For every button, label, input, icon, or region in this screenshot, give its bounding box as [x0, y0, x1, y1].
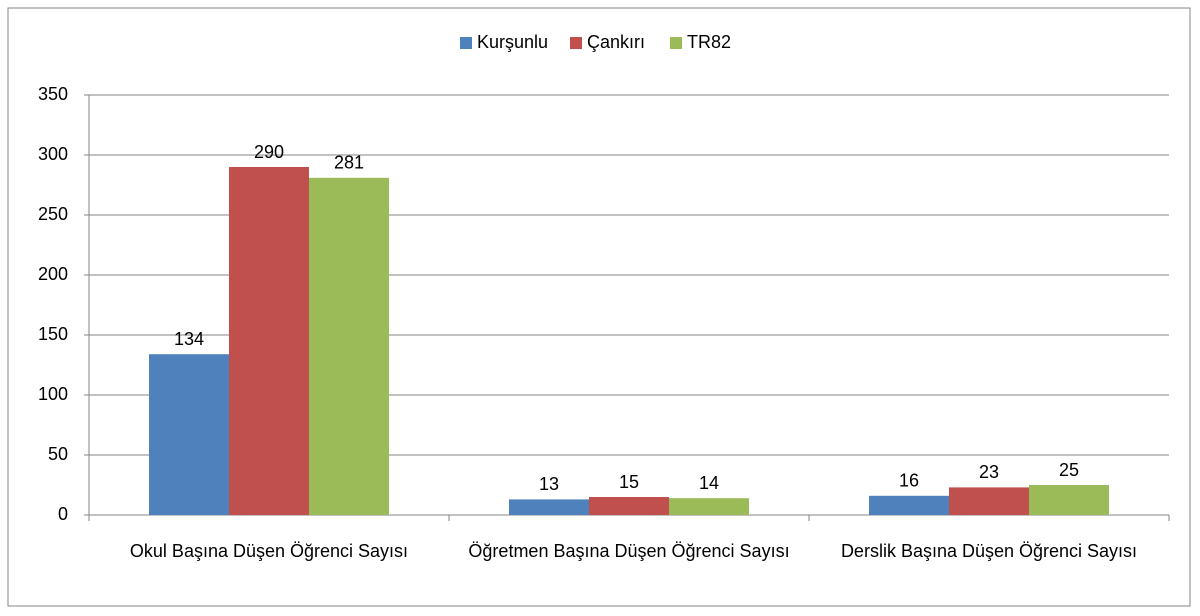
- legend-label: Çankırı: [587, 32, 645, 52]
- y-tick-label: 350: [38, 84, 68, 104]
- data-label: 23: [979, 462, 999, 482]
- legend-swatch: [570, 37, 582, 49]
- x-tick-label: Öğretmen Başına Düşen Öğrenci Sayısı: [468, 541, 790, 561]
- bar: [309, 177, 389, 516]
- bar: [669, 498, 749, 515]
- bar: [149, 354, 229, 515]
- x-tick-label: Okul Başına Düşen Öğrenci Sayısı: [129, 541, 409, 561]
- bar: [229, 167, 309, 515]
- x-tick-label: Derslik Başına Düşen Öğrenci Sayısı: [840, 541, 1138, 561]
- data-label: 281: [334, 153, 364, 173]
- bar: [589, 497, 669, 515]
- data-label: 13: [539, 474, 559, 494]
- bar: [1029, 485, 1109, 515]
- legend-label: TR82: [687, 32, 731, 52]
- data-label: 15: [619, 472, 639, 492]
- data-label: 25: [1059, 460, 1079, 480]
- data-label: 290: [254, 142, 284, 162]
- y-tick-label: 300: [38, 144, 68, 164]
- y-tick-label: 0: [58, 504, 68, 524]
- legend-swatch: [460, 37, 472, 49]
- bar: [869, 495, 949, 515]
- y-tick-label: 250: [38, 204, 68, 224]
- data-label: 14: [699, 473, 719, 493]
- y-tick-label: 50: [48, 444, 68, 464]
- y-tick-label: 100: [38, 384, 68, 404]
- data-label: 134: [174, 329, 204, 349]
- bar: [509, 499, 589, 515]
- data-label: 16: [899, 471, 919, 491]
- legend-swatch: [670, 37, 682, 49]
- legend-label: Kurşunlu: [477, 32, 548, 52]
- bar: [949, 487, 1029, 515]
- y-tick-label: 200: [38, 264, 68, 284]
- y-tick-label: 150: [38, 324, 68, 344]
- chart-border: [7, 7, 1191, 607]
